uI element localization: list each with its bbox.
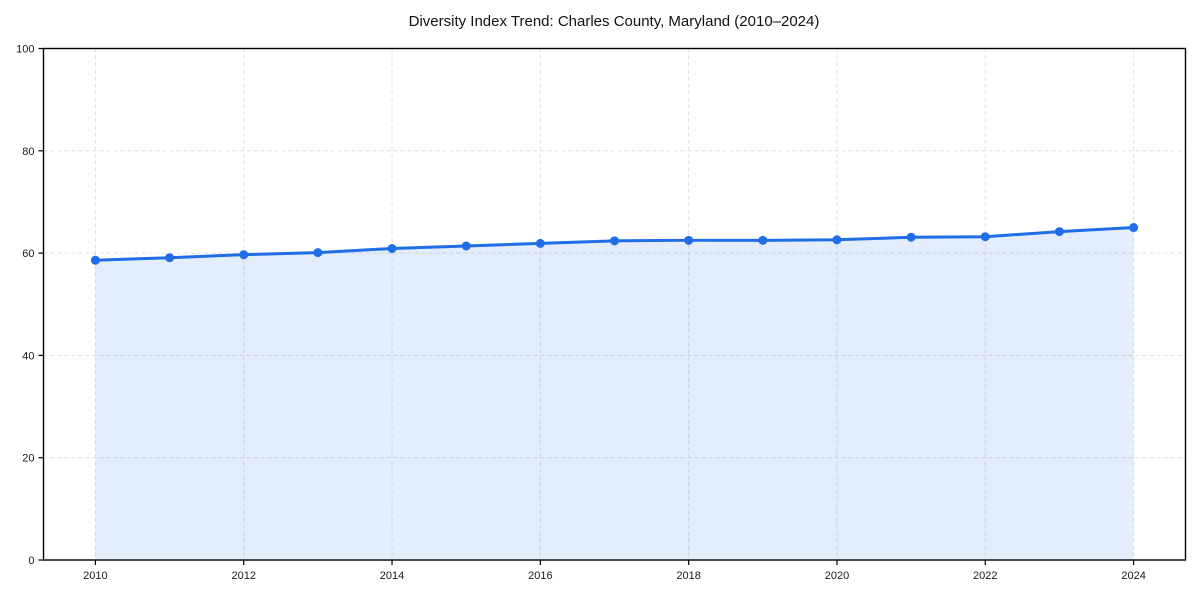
data-points <box>90 223 1139 265</box>
area-fill-shape <box>95 227 1134 560</box>
data-point-marker <box>980 232 990 242</box>
data-point-marker <box>610 236 619 246</box>
plot-border-rect <box>42 47 1187 561</box>
x-tick-label: 2022 <box>973 570 997 582</box>
data-point-marker <box>313 248 323 258</box>
x-tick-label: 2024 <box>1121 570 1145 582</box>
area-fill <box>95 227 1134 560</box>
y-tick-label: 0 <box>28 555 34 567</box>
chart-title: Diversity Index Trend: Charles County, M… <box>409 13 820 30</box>
x-tick-label: 2012 <box>231 570 255 582</box>
data-point-marker <box>90 255 100 265</box>
y-tick-label: 40 <box>22 350 34 362</box>
data-point-marker <box>239 250 249 260</box>
x-tick-label: 2016 <box>528 570 552 582</box>
data-point-marker <box>535 238 545 248</box>
y-axis: 0 20 40 60 80 100 <box>16 44 44 567</box>
data-point-marker <box>906 232 916 242</box>
data-point-marker <box>1054 227 1064 237</box>
x-tick-label: 2020 <box>825 570 849 582</box>
x-axis: 2010 2012 2014 2016 2018 2020 2022 2024 <box>83 560 1146 582</box>
data-point-marker <box>461 241 471 251</box>
data-point-marker <box>165 253 175 263</box>
x-tick-label: 2014 <box>380 570 404 582</box>
data-point-marker <box>758 235 768 245</box>
x-tick-label: 2010 <box>83 570 107 582</box>
data-point-marker <box>832 235 842 245</box>
y-tick-label: 100 <box>16 44 34 56</box>
x-tick-label: 2018 <box>676 570 700 582</box>
plot-border <box>42 47 1187 561</box>
data-point-marker <box>1129 223 1139 233</box>
y-tick-label: 80 <box>22 146 34 158</box>
y-tick-label: 20 <box>22 453 34 465</box>
y-tick-label: 60 <box>22 248 34 260</box>
data-point-marker <box>684 235 694 245</box>
data-point-marker <box>387 243 397 253</box>
